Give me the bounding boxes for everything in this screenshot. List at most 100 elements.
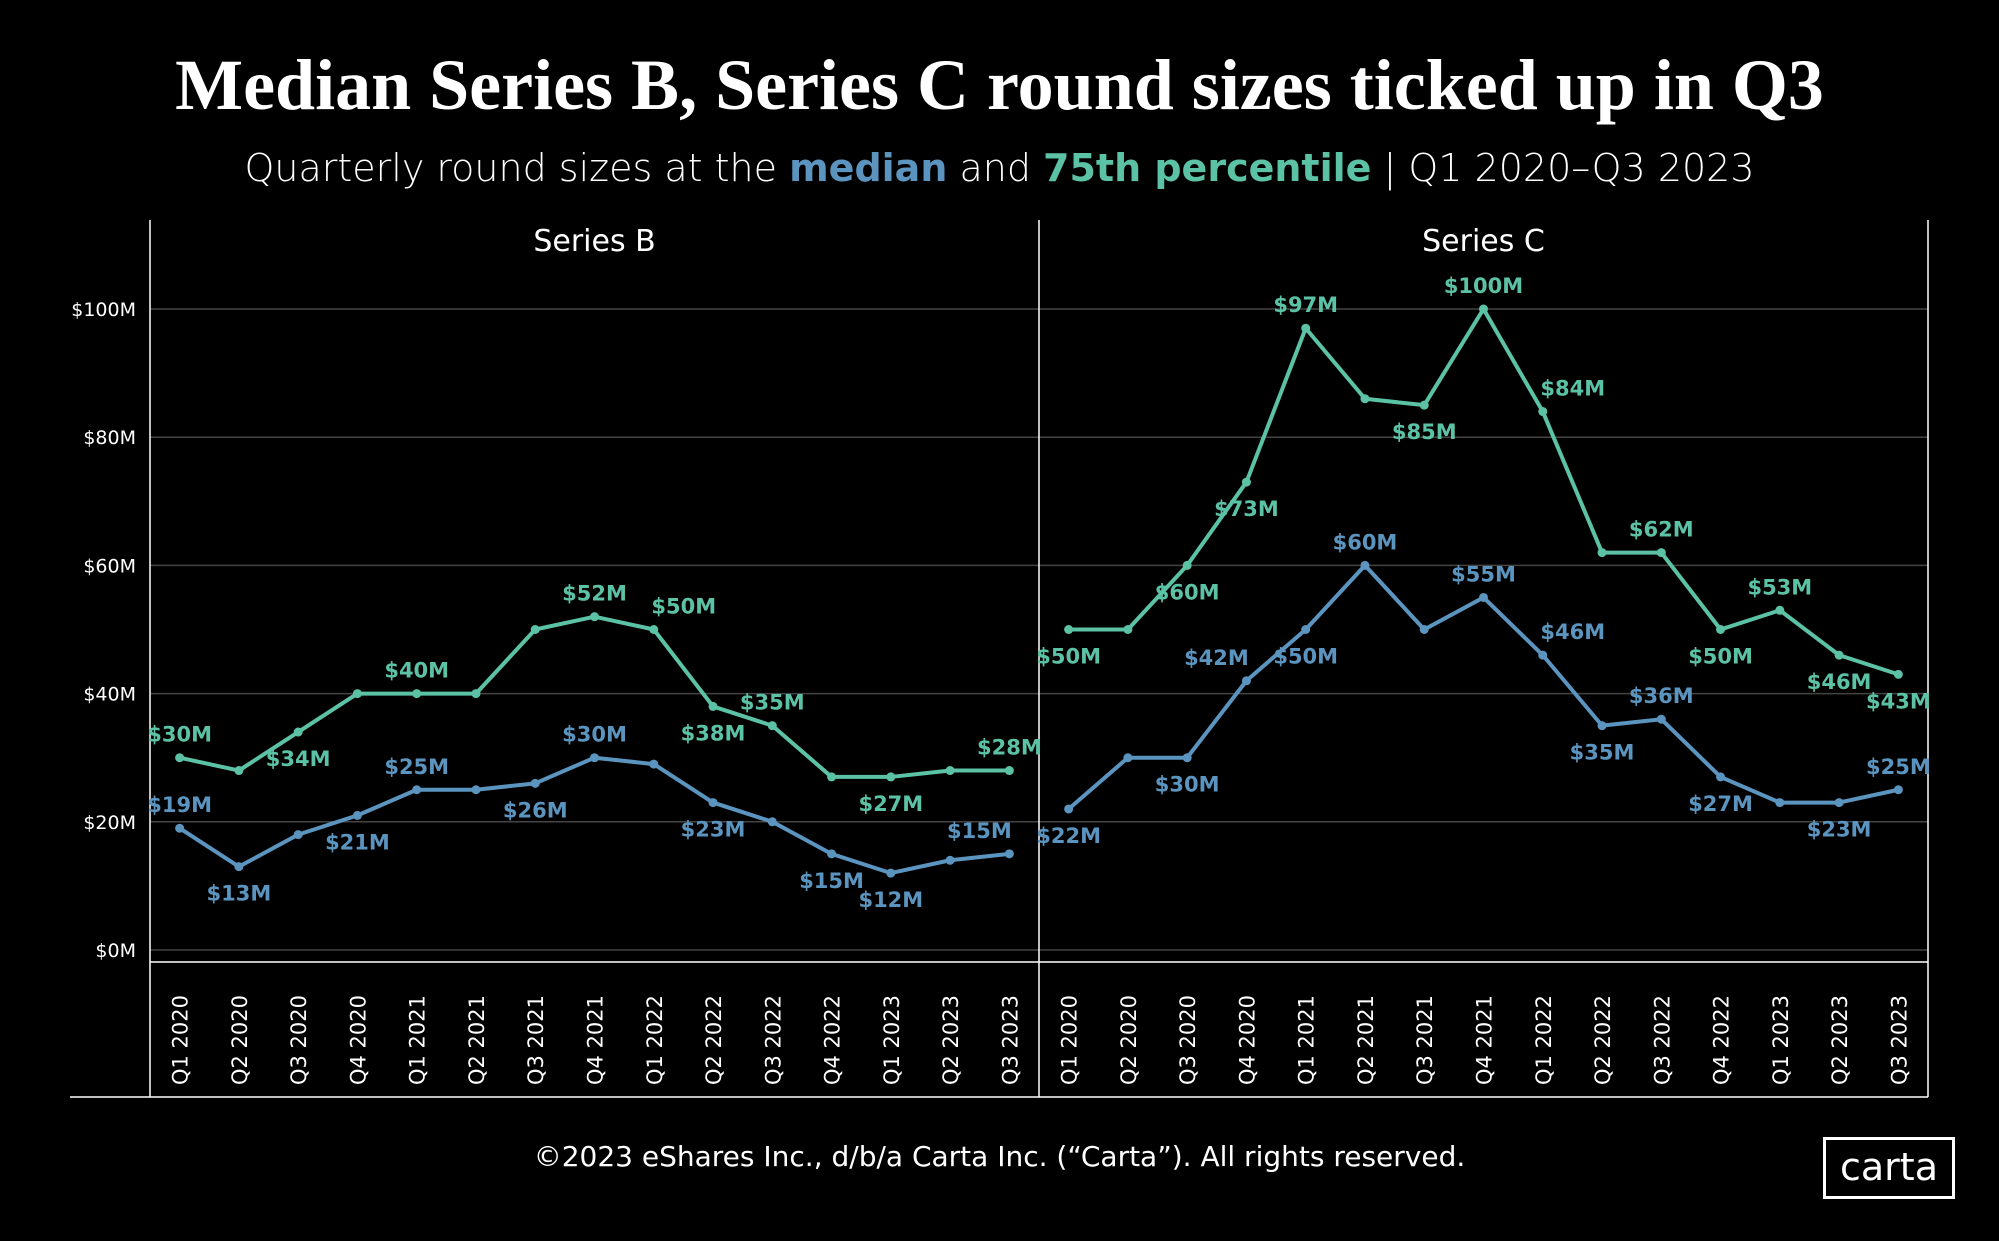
x-tick-label: Q3 2020 [287,995,311,1085]
panel-title: Series B [533,224,655,259]
panel-title: Series C [1422,224,1545,259]
data-label: $15M [947,819,1012,843]
data-label: $35M [1570,741,1635,765]
x-tick-label: Q1 2021 [1295,995,1319,1085]
data-point [1301,625,1311,634]
data-point [1064,804,1074,814]
data-point [1893,785,1903,795]
data-point [530,778,540,788]
subtitle-p75-word: 75th percentile [1043,146,1372,190]
data-label: $22M [1036,824,1101,848]
data-point [1360,394,1370,404]
x-tick-label: Q3 2023 [1887,995,1911,1085]
data-point [1419,400,1429,410]
data-label: $73M [1214,497,1279,521]
data-label: $21M [325,830,390,854]
data-point [1834,798,1844,808]
data-point [1775,798,1785,808]
copyright-footer: ©2023 eShares Inc., d/b/a Carta Inc. (“C… [533,1140,1466,1173]
data-point [1538,650,1548,660]
data-point [1241,477,1251,487]
data-label: $25M [1866,755,1931,779]
x-tick-label: Q1 2023 [1769,995,1793,1085]
data-label: $36M [1629,684,1694,708]
data-label: $43M [1866,689,1931,713]
data-point [412,689,422,699]
data-point [1479,304,1488,314]
data-point [1182,753,1192,763]
data-point [1716,772,1726,782]
subtitle-median-word: median [789,146,948,190]
data-label: $62M [1629,518,1694,542]
data-point [708,701,718,711]
data-point [649,625,659,634]
data-label: $30M [147,723,212,747]
data-label: $30M [562,723,627,747]
data-label: $19M [147,793,212,817]
data-label: $46M [1540,620,1605,644]
x-tick-label: Q3 2021 [1413,995,1437,1085]
data-label: $15M [799,869,864,893]
data-label: $38M [681,721,746,745]
data-point [1538,407,1548,417]
data-point [234,862,244,872]
data-label: $27M [858,792,923,816]
chart-subtitle: Quarterly round sizes at the median and … [0,146,1999,190]
y-tick-label: $60M [83,555,136,577]
data-point [1834,650,1844,660]
data-point [945,766,955,776]
data-label: $53M [1747,575,1812,599]
x-tick-label: Q4 2020 [1235,995,1259,1085]
carta-logo: carta [1823,1137,1955,1199]
data-point [1716,625,1726,634]
data-label: $60M [1155,580,1220,604]
y-tick-label: $100M [71,299,136,321]
data-point [175,753,185,763]
data-label: $40M [384,659,449,683]
data-label: $100M [1444,274,1523,298]
x-tick-label: Q3 2023 [998,995,1022,1085]
x-tick-label: Q1 2023 [880,995,904,1085]
data-point [1123,753,1133,763]
x-tick-label: Q4 2021 [1473,995,1497,1085]
x-tick-label: Q1 2020 [1058,995,1082,1085]
data-label: $27M [1688,792,1753,816]
subtitle-prefix: Quarterly round sizes at the [244,146,790,190]
data-point [412,785,422,795]
x-tick-label: Q4 2021 [584,995,608,1085]
data-point [590,612,599,622]
data-point [293,830,303,840]
y-tick-label: $40M [83,684,136,706]
data-point [175,823,185,833]
data-label: $23M [681,818,746,842]
chart-title: Median Series B, Series C round sizes ti… [175,45,1824,125]
data-point [1182,560,1192,570]
x-tick-label: Q2 2020 [1117,995,1141,1085]
data-label: $23M [1807,818,1872,842]
data-point [352,689,362,699]
data-point [471,785,481,795]
data-label: $25M [384,755,449,779]
data-label: $85M [1392,420,1457,444]
data-point [1893,669,1903,679]
data-label: $46M [1807,670,1872,694]
data-label: $28M [977,736,1042,760]
data-point [1775,605,1785,615]
data-point [1419,625,1429,634]
data-point [1479,592,1488,602]
x-tick-label: Q3 2022 [1650,995,1674,1085]
data-label: $50M [1688,645,1753,669]
subtitle-and: and [947,146,1044,190]
x-tick-label: Q2 2020 [228,995,252,1085]
x-tick-label: Q1 2021 [406,995,430,1085]
data-point [530,625,540,634]
x-tick-label: Q3 2020 [1176,995,1200,1085]
y-tick-label: $20M [83,812,136,834]
data-label: $55M [1451,562,1516,586]
data-point [886,772,896,782]
data-label: $50M [1036,645,1101,669]
data-label: $50M [651,595,716,619]
data-point [1597,721,1607,731]
y-tick-label: $80M [83,427,136,449]
